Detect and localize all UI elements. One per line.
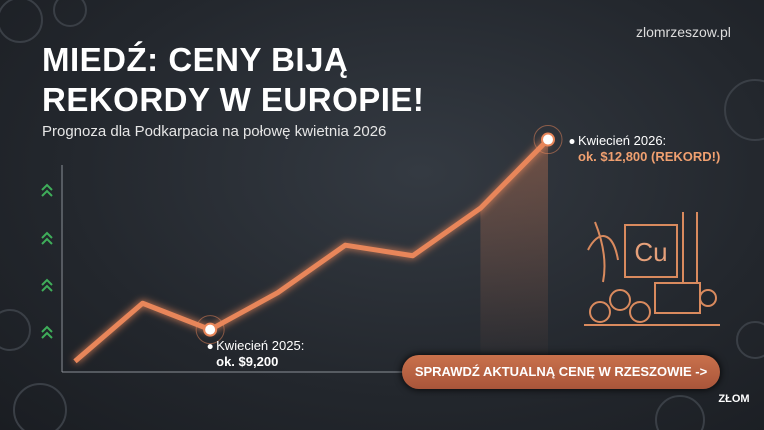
cta-button[interactable]: SPRAWDŹ AKTUALNĄ CENĘ W RZESZOWIE -> [402,355,720,389]
point [203,322,218,337]
halo [533,125,563,155]
area [480,139,548,372]
icon-label: Cu [634,237,667,267]
title: MIEDŹ: CENY BIJĄ REKORDY W EUROPIE! [42,41,425,118]
point-label: Kwiecień 2025: [216,338,304,353]
value-label: ok. $12,800 (REKORD!) [578,149,720,164]
copper-icon [584,212,720,326]
halo [195,315,225,345]
bullet [207,344,213,350]
chevrons [41,183,53,339]
bullet [569,139,575,145]
point [541,132,555,147]
corner-logo: ZŁOM [718,393,750,405]
value-label: ok. $9,200 [216,354,278,369]
brand: zlomrzeszow.pl [636,24,731,40]
line [73,137,550,364]
subtitle: Prognoza dla Podkarpacia na połowę kwiet… [42,123,387,140]
point-label: Kwiecień 2026: [578,133,666,148]
